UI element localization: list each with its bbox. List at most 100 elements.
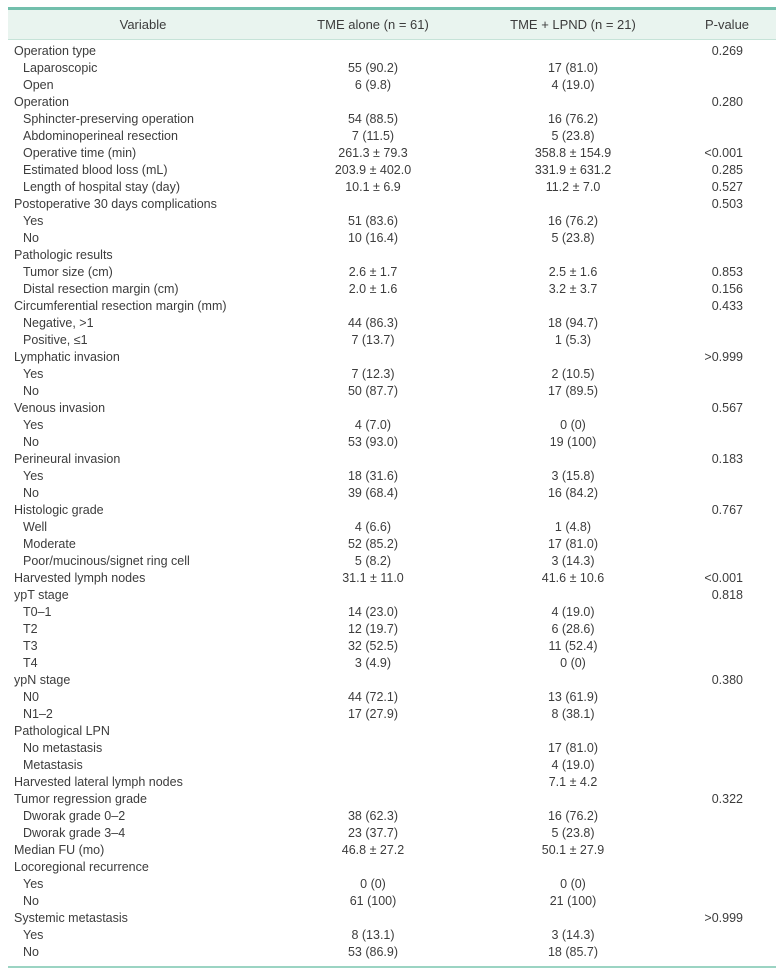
table-row: Abdominoperineal resection 7 (11.5) 5 (23.…: [8, 128, 776, 145]
table-row: Dworak grade 3–4 23 (37.7) 5 (23.8): [8, 825, 776, 842]
tme-alone-value: 10 (16.4): [347, 231, 399, 245]
row-label: Yes: [23, 214, 44, 228]
tme-lpnd-value: 21 (100): [549, 894, 597, 908]
header-row: Variable TME alone (n = 61) TME + LPND (…: [8, 8, 776, 40]
p-value: >0.999: [704, 350, 743, 364]
tme-alone-value: 10.1 ± 6.9: [345, 180, 401, 194]
row-label: Median FU (mo): [14, 843, 105, 857]
table-row: No 10 (16.4) 5 (23.8): [8, 230, 776, 247]
tme-alone-value: [278, 400, 468, 417]
tme-alone-value: 53 (93.0): [347, 435, 399, 449]
row-label: Positive, ≤1: [23, 333, 88, 347]
tme-lpnd-value: [468, 40, 678, 61]
p-value: [678, 604, 776, 621]
tme-alone-value: [278, 40, 468, 61]
p-value: 0.269: [711, 44, 743, 58]
tme-alone-value: 5 (8.2): [354, 554, 392, 568]
row-label: T3: [23, 639, 38, 653]
tme-alone-value: 261.3 ± 79.3: [338, 146, 408, 160]
p-value: [678, 808, 776, 825]
row-label: No: [23, 435, 39, 449]
table-row: ypT stage 0.818: [8, 587, 776, 604]
row-label: Operative time (min): [23, 146, 137, 160]
row-label: Pathological LPN: [14, 724, 110, 738]
tme-lpnd-value: [468, 910, 678, 927]
tme-lpnd-value: 16 (76.2): [547, 809, 599, 823]
tme-alone-value: 12 (19.7): [347, 622, 399, 636]
p-value: [678, 723, 776, 740]
tme-lpnd-value: 4 (19.0): [551, 758, 595, 772]
header-tme-lpnd: TME + LPND (n = 21): [468, 8, 678, 40]
tme-lpnd-value: 16 (76.2): [547, 112, 599, 126]
p-value: [678, 621, 776, 638]
p-value: [678, 128, 776, 145]
p-value: 0.527: [711, 180, 743, 194]
row-label: No: [23, 231, 39, 245]
tme-alone-value: [278, 587, 468, 604]
tme-alone-value: 38 (62.3): [347, 809, 399, 823]
row-label: Open: [23, 78, 54, 92]
p-value: [678, 706, 776, 723]
tme-lpnd-value: [468, 298, 678, 315]
table-row: Dworak grade 0–2 38 (62.3) 16 (76.2): [8, 808, 776, 825]
tme-lpnd-value: 5 (23.8): [551, 826, 595, 840]
row-label: Lymphatic invasion: [14, 350, 120, 364]
p-value: [678, 774, 776, 791]
p-value: [678, 553, 776, 570]
tme-alone-value: [278, 349, 468, 366]
row-label: Locoregional recurrence: [14, 860, 149, 874]
tme-alone-value: 55 (90.2): [347, 61, 399, 75]
tme-alone-value: 8 (13.1): [351, 928, 395, 942]
tme-lpnd-value: [468, 451, 678, 468]
tme-lpnd-value: 17 (81.0): [547, 61, 599, 75]
table-row: Pathologic results: [8, 247, 776, 264]
tme-lpnd-value: 13 (61.9): [547, 690, 599, 704]
row-label: Harvested lymph nodes: [14, 571, 146, 585]
tme-lpnd-value: 2.5 ± 1.6: [548, 265, 598, 279]
p-value: [678, 315, 776, 332]
row-label: Estimated blood loss (mL): [23, 163, 168, 177]
table-header: Variable TME alone (n = 61) TME + LPND (…: [8, 8, 776, 40]
row-label: N1–2: [23, 707, 53, 721]
p-value: 0.183: [711, 452, 743, 466]
table-row: Length of hospital stay (day) 10.1 ± 6.9 1…: [8, 179, 776, 196]
tme-alone-value: 32 (52.5): [347, 639, 399, 653]
p-value: [678, 944, 776, 967]
row-label: Metastasis: [23, 758, 83, 772]
tme-alone-value: 6 (9.8): [354, 78, 392, 92]
tme-alone-value: 44 (86.3): [347, 316, 399, 330]
tme-lpnd-value: 0 (0): [560, 418, 586, 432]
tme-alone-value: 61 (100): [349, 894, 397, 908]
p-value: [678, 417, 776, 434]
tme-lpnd-value: 8 (38.1): [551, 707, 595, 721]
row-label: T0–1: [23, 605, 52, 619]
p-value: <0.001: [704, 146, 743, 160]
row-label: T2: [23, 622, 38, 636]
row-label: Abdominoperineal resection: [23, 129, 178, 143]
tme-alone-value: 44 (72.1): [347, 690, 399, 704]
p-value: [678, 485, 776, 502]
tme-lpnd-value: [468, 859, 678, 876]
tme-lpnd-value: 19 (100): [549, 435, 597, 449]
tme-alone-value: 54 (88.5): [347, 112, 399, 126]
p-value: 0.380: [711, 673, 743, 687]
row-label: N0: [23, 690, 39, 704]
tme-lpnd-value: 7.1 ± 4.2: [548, 775, 598, 789]
row-label: Dworak grade 3–4: [23, 826, 126, 840]
p-value: [678, 927, 776, 944]
tme-lpnd-value: 16 (76.2): [547, 214, 599, 228]
tme-alone-value: 51 (83.6): [347, 214, 399, 228]
row-label: No metastasis: [23, 741, 103, 755]
tme-lpnd-value: 16 (84.2): [547, 486, 599, 500]
tme-alone-value: 52 (85.2): [347, 537, 399, 551]
table-row: Median FU (mo) 46.8 ± 27.2 50.1 ± 27.9: [8, 842, 776, 859]
p-value: [678, 213, 776, 230]
tme-alone-value: 203.9 ± 402.0: [334, 163, 412, 177]
table-row: Well 4 (6.6) 1 (4.8): [8, 519, 776, 536]
row-label: Length of hospital stay (day): [23, 180, 181, 194]
table-row: Sphincter-preserving operation 54 (88.5) 1…: [8, 111, 776, 128]
tme-lpnd-value: 4 (19.0): [551, 605, 595, 619]
row-label: Dworak grade 0–2: [23, 809, 126, 823]
row-label: No: [23, 486, 39, 500]
